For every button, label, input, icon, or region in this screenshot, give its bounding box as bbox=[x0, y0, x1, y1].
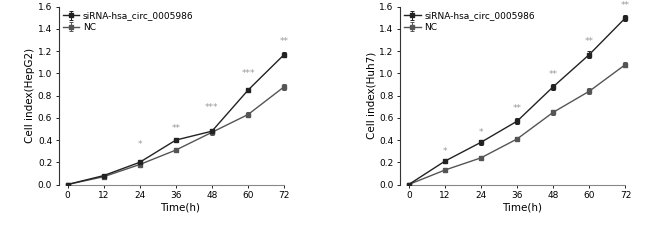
Y-axis label: Cell index(HepG2): Cell index(HepG2) bbox=[25, 48, 35, 143]
Text: **: ** bbox=[172, 124, 180, 133]
Text: *: * bbox=[443, 147, 447, 156]
Text: ***: *** bbox=[241, 69, 255, 78]
X-axis label: Time(h): Time(h) bbox=[161, 202, 200, 213]
Text: *: * bbox=[138, 140, 142, 149]
Text: **: ** bbox=[513, 104, 521, 113]
Text: **: ** bbox=[280, 37, 289, 46]
Y-axis label: Cell index(Huh7): Cell index(Huh7) bbox=[367, 52, 376, 139]
Text: **: ** bbox=[585, 37, 594, 46]
Legend: siRNA-hsa_circ_0005986, NC: siRNA-hsa_circ_0005986, NC bbox=[402, 9, 536, 34]
Text: *: * bbox=[479, 128, 483, 137]
Text: **: ** bbox=[621, 1, 630, 10]
Text: **: ** bbox=[549, 70, 558, 79]
Legend: siRNA-hsa_circ_0005986, NC: siRNA-hsa_circ_0005986, NC bbox=[61, 9, 195, 34]
X-axis label: Time(h): Time(h) bbox=[502, 202, 541, 213]
Text: ***: *** bbox=[205, 103, 218, 112]
